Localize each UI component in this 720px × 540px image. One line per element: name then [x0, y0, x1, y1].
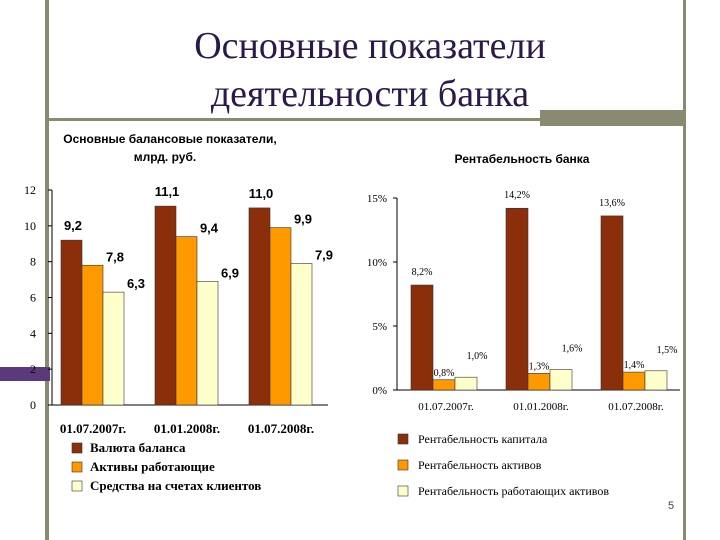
chart2-legend-swatch — [397, 459, 409, 471]
chart1-data-label: 7,8 — [106, 249, 124, 264]
chart1-data-label: 11,0 — [249, 186, 274, 201]
frame-left-line — [45, 0, 49, 540]
chart1-bar — [248, 207, 271, 406]
page-number: 5 — [668, 500, 675, 512]
chart1-y-tick-label: 12 — [24, 183, 36, 197]
slide-title-line2: деятельности банка — [210, 73, 530, 115]
chart2-data-label: 1,5% — [657, 345, 678, 356]
chart1-data-label: 9,2 — [64, 218, 82, 233]
chart1-bar — [175, 236, 198, 406]
chart2-data-label: 8,2% — [412, 267, 433, 278]
chart2-title: Рентабельность банка — [455, 152, 590, 166]
slide-title: Основные показатели деятельности банка — [100, 22, 640, 118]
chart2-bar — [549, 369, 573, 391]
chart1-y-tick-label: 8 — [30, 255, 36, 269]
chart2-bar — [432, 379, 456, 391]
chart1-title-line2: млрд. руб. — [134, 150, 196, 164]
chart1-data-label: 9,4 — [200, 221, 219, 236]
chart1-legend-swatch — [71, 461, 83, 473]
chart2-bar — [622, 371, 646, 391]
chart1-bar — [196, 281, 219, 406]
chart1-title-line1: Основные балансовые показатели, — [63, 132, 277, 146]
chart1-y-tick-label: 2 — [30, 362, 36, 376]
chart2-legend-label: Рентабельность работающих активов — [418, 484, 609, 498]
chart2-group: 0% 5% 10% 15% 8,2% 0,8% 1,0% 01.07.2007г. 14,2% 1… — [367, 190, 680, 498]
title-rule-block — [540, 110, 684, 126]
chart2-data-label: 1,0% — [467, 351, 488, 362]
chart2-category-label: 01.01.2008г. — [513, 401, 569, 413]
chart2-data-label: 1,6% — [562, 344, 583, 355]
chart1-legend-label: Активы работающие — [90, 459, 215, 474]
chart1-y-tick-label: 10 — [24, 219, 36, 233]
chart2-legend-swatch — [397, 433, 409, 445]
chart2-data-label: 0,8% — [434, 368, 455, 379]
chart2-data-label: 13,6% — [599, 198, 625, 209]
chart1-legend-label: Валюта баланса — [90, 440, 186, 455]
chart2-y-tick-label: 5% — [372, 321, 387, 333]
chart1-group: 0 2 4 6 8 10 12 9,2 7,86,3 01.07.2007г. 11,1 9,4 6,9… — [24, 183, 333, 493]
chart1-y-tick-label: 4 — [30, 326, 36, 340]
chart1-category-label: 01.07.2008г. — [248, 421, 314, 436]
chart2-bar — [644, 370, 668, 391]
chart2-legend-label: Рентабельность капитала — [418, 432, 548, 446]
chart2-data-label: 1,3% — [529, 361, 550, 372]
chart2-bar — [600, 215, 624, 391]
chart1-data-label: 6,9 — [221, 265, 239, 280]
frame-accent-band — [0, 367, 50, 381]
chart2-data-label: 1,4% — [624, 360, 645, 371]
chart2-bar — [505, 207, 529, 391]
chart1-data-label: 6,3 — [127, 276, 145, 291]
chart1-bar — [81, 264, 104, 406]
chart2-y-tick-label: 15% — [367, 193, 387, 205]
chart1-bar — [290, 263, 313, 406]
chart2-legend-swatch — [397, 485, 409, 497]
chart1-bar — [60, 239, 83, 406]
chart2-category-label: 01.07.2008г. — [608, 401, 664, 413]
chart1-legend-swatch — [71, 480, 83, 492]
chart1-bar — [154, 205, 177, 406]
chart2-y-tick-label: 0% — [372, 385, 387, 397]
chart2-bar — [454, 376, 478, 391]
chart1-y-tick-label: 0 — [30, 398, 36, 412]
chart1-category-label: 01.01.2008г. — [154, 421, 220, 436]
slide-title-line1: Основные показатели — [194, 25, 546, 67]
chart2-data-label: 14,2% — [504, 190, 530, 201]
chart2-y-tick-label: 10% — [367, 257, 387, 269]
chart1-data-label: 11,1 — [155, 184, 180, 199]
chart1-bar — [269, 227, 292, 406]
chart1-legend-swatch — [71, 442, 83, 454]
chart1-category-label: 01.07.2007г. — [60, 421, 126, 436]
title-rule — [45, 118, 540, 121]
chart1-data-label: 7,9 — [315, 247, 333, 262]
chart1-legend-label: Средства на счетах клиентов — [90, 478, 261, 493]
chart1-data-label: 9,9 — [294, 212, 312, 227]
chart1-y-tick-label: 6 — [30, 291, 36, 305]
chart2-category-label: 01.07.2007г. — [418, 401, 474, 413]
frame-right-line — [683, 0, 686, 540]
chart2-bar — [410, 284, 434, 391]
chart2-legend-label: Рентабельность активов — [418, 458, 542, 472]
chart1-bar — [102, 291, 125, 406]
chart2-bar — [527, 373, 551, 391]
